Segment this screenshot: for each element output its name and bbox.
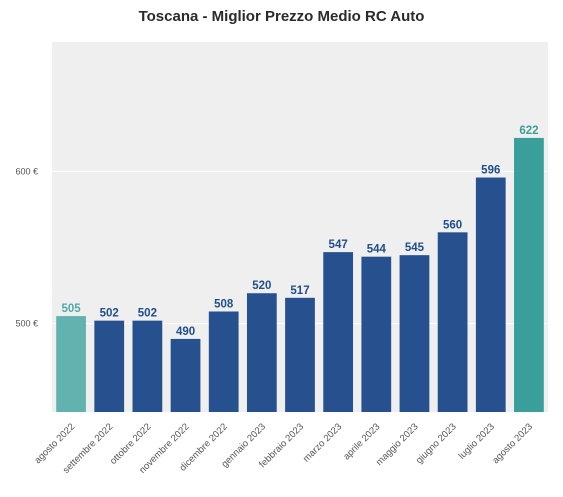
value-label: 545 (405, 242, 425, 254)
bar (514, 137, 544, 413)
y-tick-label: 600 € (15, 166, 38, 176)
bar (246, 293, 277, 412)
value-label: 596 (481, 165, 500, 177)
x-tick-label: marzo 2023 (301, 421, 344, 464)
value-label: 520 (252, 280, 271, 292)
x-tick-label: luglio 2023 (457, 421, 497, 461)
value-label: 502 (100, 308, 119, 320)
chart-title: Toscana - Miglior Prezzo Medio RC Auto (138, 8, 425, 25)
bar (94, 320, 125, 412)
x-tick-label: agosto 2023 (490, 421, 535, 466)
value-label: 560 (443, 219, 462, 231)
y-tick-label: 500 € (15, 319, 38, 329)
bar (323, 252, 354, 412)
bars (56, 137, 544, 413)
bar (437, 232, 468, 412)
y-axis: 500 € 600 € (15, 166, 38, 328)
value-label: 505 (61, 303, 81, 315)
value-label: 517 (290, 285, 309, 297)
value-label: 547 (329, 239, 348, 251)
bar (132, 320, 163, 412)
bar (285, 297, 315, 412)
value-label: 502 (138, 308, 157, 320)
bar (56, 316, 86, 412)
value-label: 490 (176, 326, 195, 338)
bar (399, 255, 430, 412)
value-label: 508 (214, 299, 234, 311)
bar (208, 311, 239, 412)
bar (170, 338, 201, 412)
value-labels: 505 502 502 490 508 520 517 547 544 545 560 596 622 (61, 125, 538, 338)
x-tick-label: giugno 2023 (414, 421, 459, 466)
bar (361, 256, 392, 412)
value-label: 622 (519, 125, 538, 137)
bar (475, 177, 506, 412)
x-tick-label: aprile 2023 (341, 421, 382, 462)
value-label: 544 (367, 244, 387, 256)
